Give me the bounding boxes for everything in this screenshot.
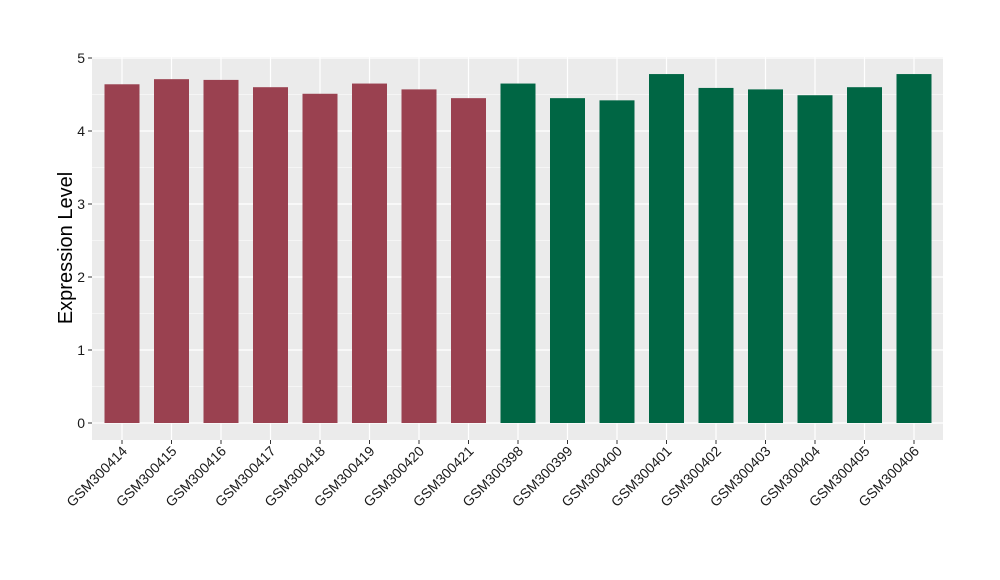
y-tick-label: 0 — [77, 415, 85, 431]
y-tick-label: 1 — [77, 342, 85, 358]
y-axis-title: Expression Level — [55, 172, 77, 324]
bar-gsm300419 — [352, 83, 387, 424]
bar-gsm300403 — [748, 89, 783, 423]
bar-gsm300401 — [649, 74, 684, 423]
bar-gsm300402 — [698, 87, 734, 424]
bar-gsm300399 — [550, 98, 585, 424]
y-axis: 0 1 2 3 4 5 — [77, 50, 92, 431]
y-tick-label: 2 — [77, 269, 85, 285]
bar-gsm300417 — [253, 87, 288, 423]
bar-gsm300398 — [500, 83, 536, 424]
bar-gsm300400 — [599, 100, 635, 423]
bar-gsm300421 — [451, 98, 486, 424]
bar-gsm300415 — [154, 79, 189, 424]
bars — [104, 74, 932, 424]
bar-gsm300405 — [847, 87, 882, 423]
bar-gsm300404 — [797, 95, 833, 423]
x-axis: GSM300414GSM300415GSM300416GSM300417GSM3… — [63, 440, 922, 510]
bar-gsm300406 — [896, 74, 932, 423]
bar-gsm300416 — [203, 79, 239, 424]
bar-gsm300420 — [401, 89, 437, 423]
bar-gsm300414 — [104, 84, 140, 423]
y-tick-label: 5 — [77, 50, 85, 66]
bar-gsm300418 — [302, 93, 338, 424]
y-tick-label: 3 — [77, 196, 85, 212]
y-tick-label: 4 — [77, 123, 85, 139]
